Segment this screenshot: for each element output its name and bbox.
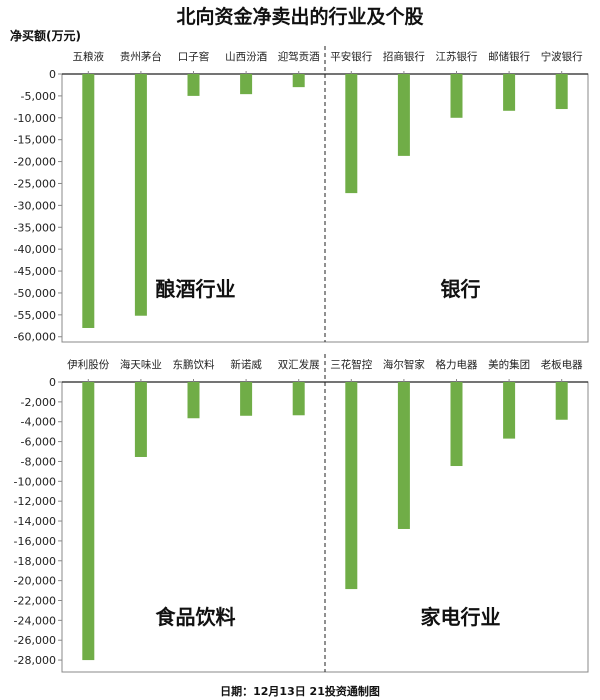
category-label: 格力电器 (436, 358, 478, 371)
category-label: 海尔智家 (383, 358, 425, 371)
y-tick-label: 0 (49, 376, 56, 389)
y-tick-label: -5,000 (21, 90, 56, 103)
category-label: 双汇发展 (278, 358, 320, 371)
y-tick-label: -20,000 (14, 575, 56, 588)
y-tick-label: -14,000 (14, 515, 56, 528)
category-label: 邮储银行 (488, 50, 530, 63)
category-label: 平安银行 (330, 50, 372, 63)
y-tick-label: -20,000 (14, 156, 56, 169)
group-label: 食品饮料 (156, 605, 236, 629)
y-axis-unit-label: 净买额(万元) (10, 29, 81, 43)
bar (292, 382, 305, 416)
y-tick-label: -12,000 (14, 495, 56, 508)
category-label: 三花智控 (330, 358, 372, 371)
y-tick-label: -2,000 (21, 396, 56, 409)
bar (240, 382, 253, 416)
bar (134, 382, 147, 457)
category-label: 五粮液 (73, 50, 105, 63)
y-tick-label: -45,000 (14, 265, 56, 278)
y-tick-label: -16,000 (14, 535, 56, 548)
y-tick-label: -6,000 (21, 436, 56, 449)
group-label: 酿酒行业 (156, 277, 236, 301)
bar (450, 74, 463, 118)
bar (345, 382, 358, 590)
y-tick-label: 0 (49, 68, 56, 81)
bar (292, 74, 305, 88)
category-label: 招商银行 (383, 50, 425, 63)
y-tick-label: -30,000 (14, 199, 56, 212)
y-tick-label: -15,000 (14, 134, 56, 147)
category-label: 老板电器 (541, 358, 583, 371)
y-tick-label: -50,000 (14, 287, 56, 300)
bar (503, 382, 516, 439)
bar (397, 74, 410, 156)
bar (450, 382, 463, 467)
group-label: 家电行业 (421, 605, 501, 629)
y-tick-label: -35,000 (14, 221, 56, 234)
bar (82, 74, 95, 328)
bar (397, 382, 410, 529)
y-tick-label: -28,000 (14, 654, 56, 667)
bar (555, 74, 568, 110)
category-label: 宁波银行 (541, 50, 583, 63)
y-tick-label: -55,000 (14, 309, 56, 322)
y-tick-label: -26,000 (14, 634, 56, 647)
bar (555, 382, 568, 420)
group-label: 银行 (441, 277, 481, 301)
y-tick-label: -40,000 (14, 243, 56, 256)
y-tick-label: -8,000 (21, 455, 56, 468)
category-label: 东鹏饮料 (173, 358, 215, 371)
y-tick-label: -24,000 (14, 614, 56, 627)
bar (345, 74, 358, 194)
y-tick-label: -10,000 (14, 475, 56, 488)
category-label: 海天味业 (120, 358, 162, 371)
y-tick-label: -60,000 (14, 331, 56, 344)
bar (187, 74, 200, 96)
category-label: 新诺威 (230, 358, 262, 371)
category-label: 贵州茅台 (120, 50, 162, 63)
y-tick-label: -18,000 (14, 555, 56, 568)
bar (82, 382, 95, 661)
bar (240, 74, 253, 95)
y-tick-label: -22,000 (14, 594, 56, 607)
y-tick-label: -10,000 (14, 112, 56, 125)
footer-note: 日期：12月13日 21投资通制图 (220, 685, 380, 698)
category-label: 迎驾贡酒 (278, 50, 320, 63)
category-label: 山西汾酒 (225, 50, 267, 63)
category-label: 美的集团 (488, 358, 530, 371)
y-tick-label: -4,000 (21, 416, 56, 429)
bar (134, 74, 147, 316)
category-label: 伊利股份 (67, 359, 109, 371)
category-label: 江苏银行 (436, 50, 478, 63)
chart-title: 北向资金净卖出的行业及个股 (176, 6, 424, 28)
bar (503, 74, 516, 111)
bar (187, 382, 200, 419)
y-tick-label: -25,000 (14, 177, 56, 190)
category-label: 口子窖 (178, 50, 210, 63)
